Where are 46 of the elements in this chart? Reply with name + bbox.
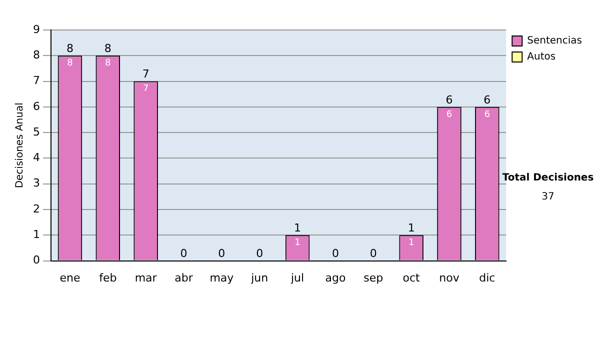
y-tick-label: 3 [33, 176, 40, 190]
x-tick-label: mar [134, 271, 158, 284]
data-label: 7 [142, 84, 149, 94]
total-label: 0 [256, 247, 264, 260]
total-label: 0 [332, 247, 339, 260]
y-tick-label: 4 [33, 151, 40, 164]
y-tick-label: 9 [33, 22, 40, 36]
total-label: 0 [370, 247, 377, 260]
y-axis-title: Decisiones Anual [14, 102, 26, 188]
x-tick-label: may [210, 271, 234, 284]
data-label: 8 [105, 58, 112, 68]
total-label: 8 [66, 42, 74, 56]
legend-label: Autos [527, 52, 556, 63]
x-tick-label: jul [290, 271, 304, 284]
total-label: 6 [446, 93, 453, 106]
total-label: 6 [484, 93, 491, 106]
y-tick-label: 0 [33, 254, 40, 267]
total-label: 7 [142, 68, 150, 81]
x-tick-label: ene [60, 271, 80, 284]
total-label: 1 [408, 222, 415, 235]
x-tick-label: dic [479, 271, 496, 284]
annotation: Total Decisiones [502, 172, 594, 184]
total-label: 1 [294, 222, 302, 235]
data-label: 8 [67, 58, 74, 68]
y-tick-label: 8 [33, 48, 40, 62]
y-tick-label: 7 [33, 74, 40, 88]
total-label: 0 [180, 247, 188, 260]
x-tick-label: abr [174, 271, 194, 284]
x-tick-label: jun [250, 271, 268, 284]
legend-label: Sentencias [527, 36, 582, 47]
y-tick-label: 2 [33, 202, 40, 216]
data-label: 1 [294, 238, 300, 248]
x-tick-label: oct [402, 271, 421, 284]
x-tick-label: sep [364, 271, 384, 284]
data-label: 6 [446, 110, 452, 120]
data-label: 6 [484, 110, 490, 120]
text: 37 [542, 192, 554, 203]
y-tick-label: 1 [33, 228, 40, 242]
data-label: 1 [408, 238, 414, 248]
x-tick-label: ago [325, 271, 346, 284]
x-tick-label: nov [439, 271, 460, 284]
total-label: 0 [218, 247, 226, 260]
total-label: 8 [104, 42, 112, 56]
x-tick-label: feb [99, 271, 117, 284]
y-tick-label: 5 [33, 125, 40, 138]
y-tick-label: 6 [33, 100, 40, 113]
